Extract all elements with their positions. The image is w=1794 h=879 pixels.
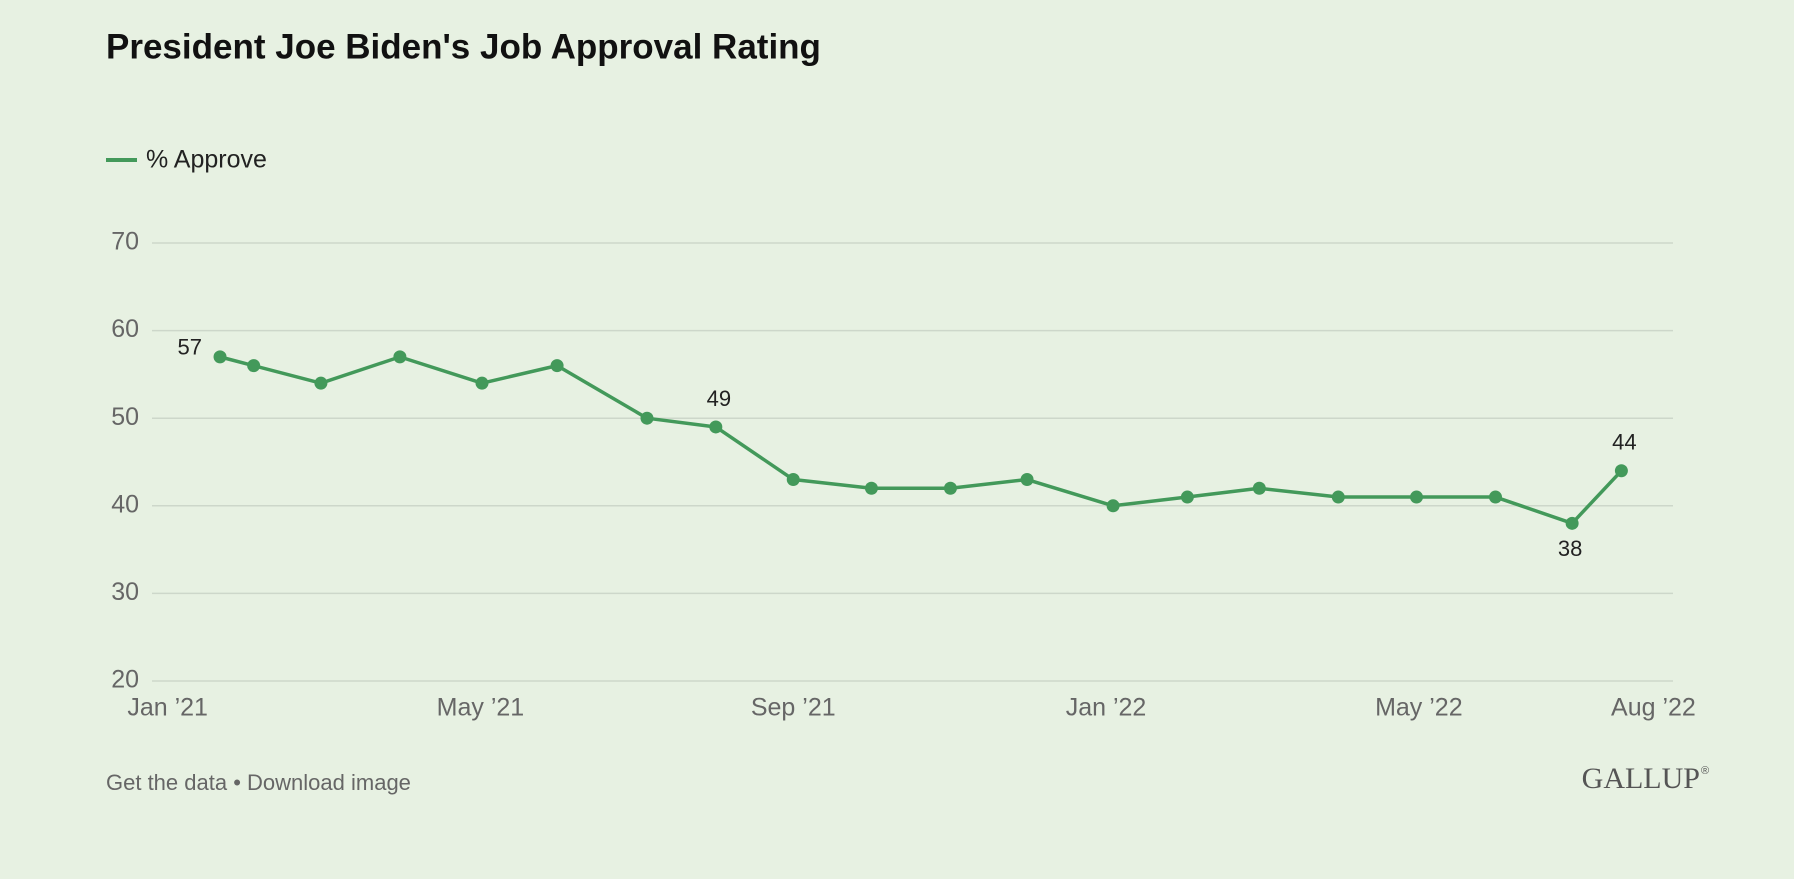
data-label: 38 [1558,536,1582,561]
data-point [1488,490,1502,504]
data-label: 57 [178,335,202,360]
data-point [550,359,564,373]
data-label: 44 [1612,430,1636,455]
gallup-logo: GALLUP [1582,762,1700,795]
y-tick-label: 60 [111,315,139,343]
y-tick-label: 70 [111,228,139,256]
x-tick-label: Jan ’21 [127,694,208,722]
data-point [475,376,489,390]
data-point [1020,473,1034,487]
get-data-link[interactable]: Get the data [106,770,228,795]
series-line [219,355,1623,526]
data-point [1410,490,1424,504]
data-point [640,411,654,425]
x-tick-label: May ’22 [1375,694,1463,722]
data-point [1331,490,1345,504]
data-point [943,481,957,495]
y-tick-label: 50 [111,403,139,431]
y-tick-label: 30 [111,578,139,606]
download-link[interactable]: Download image [247,770,411,795]
x-tick-label: Jan ’22 [1066,694,1147,722]
data-point [1565,516,1579,530]
data-point [213,350,227,364]
logo-mark: ® [1701,765,1709,777]
x-tick-label: May ’21 [437,694,525,722]
y-tick-label: 40 [111,490,139,518]
y-tick-label: 20 [111,666,139,694]
data-point [786,473,800,487]
chart-title: President Joe Biden's Job Approval Ratin… [106,27,821,66]
data-point [1180,490,1194,504]
data-point [864,481,878,495]
x-tick-label: Aug ’22 [1611,694,1696,722]
data-point [1614,464,1628,478]
x-tick-label: Sep ’21 [751,694,836,722]
data-point [393,350,407,364]
data-point [1106,499,1120,513]
data-point [709,420,723,434]
separator: • [233,770,241,795]
legend-label: % Approve [146,146,267,174]
data-label: 49 [707,386,731,411]
data-point [1252,481,1266,495]
footer-links: Get the data • Download image [106,770,411,795]
data-point [247,359,261,373]
data-point [314,376,328,390]
